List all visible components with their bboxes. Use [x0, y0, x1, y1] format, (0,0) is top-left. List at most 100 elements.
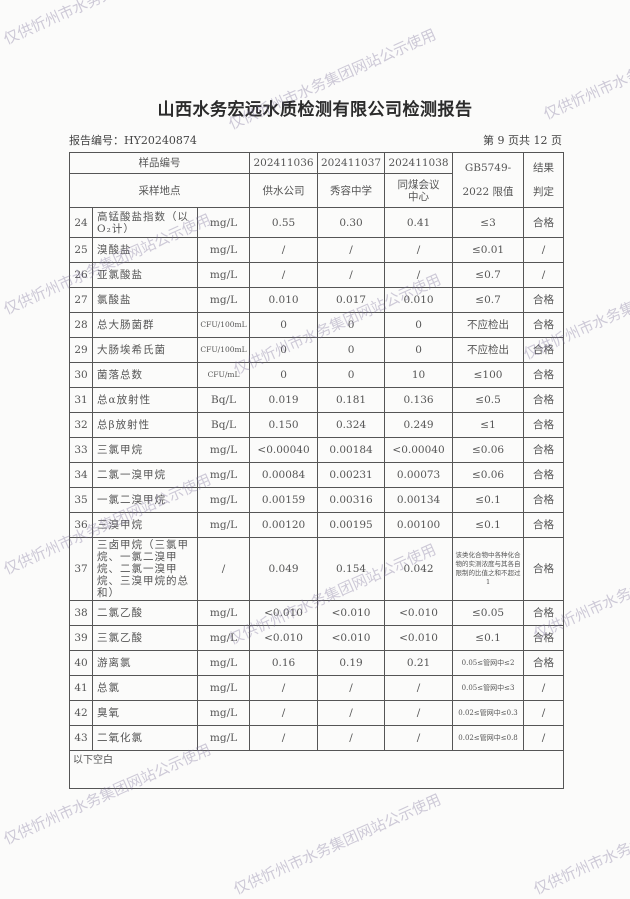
item-number: 39	[69, 625, 93, 651]
result: /	[523, 237, 565, 263]
limit: ≤0.1	[452, 512, 525, 538]
result: 合格	[523, 462, 565, 488]
table-row: 24 高锰酸盐指数（以O₂计） mg/L 0.55 0.30 0.41 ≤3 合格	[69, 207, 565, 238]
value: 0.00195	[317, 512, 386, 538]
result-label-1: 结果	[533, 162, 555, 174]
test-results-table: 样品编号 202411036 202411037 202411038 GB574…	[68, 152, 565, 789]
value: /	[249, 237, 319, 263]
item-name: 总大肠菌群	[92, 312, 198, 338]
item-name: 亚氯酸盐	[92, 262, 198, 288]
item-name: 三氯乙酸	[92, 625, 198, 651]
item-name: 大肠埃希氏菌	[92, 337, 198, 363]
result: /	[523, 725, 565, 751]
limit: 该类化合物中各种化合物的实测浓度与其各自限制的比值之和不超过1	[452, 537, 525, 601]
item-name: 游离氯	[92, 650, 198, 676]
item-name: 总β放射性	[92, 412, 198, 438]
value: 0.181	[317, 387, 386, 413]
value: 0	[249, 337, 319, 363]
table-row: 37 三卤甲烷（三氯甲烷、一氯二溴甲烷、二氯一溴甲烷、三溴甲烷的总和）/0.049…	[69, 537, 565, 601]
result: 合格	[523, 437, 565, 463]
item-name: 二氯一溴甲烷	[92, 462, 198, 488]
unit: CFU/100mL	[196, 337, 251, 363]
item-number: 41	[69, 675, 93, 701]
value: /	[384, 725, 454, 751]
blank-below-note: 以下空白	[68, 750, 565, 789]
result: 合格	[523, 387, 565, 413]
item-number: 28	[69, 312, 93, 338]
value: 0.042	[384, 537, 454, 601]
limit-label-1: GB5749-	[464, 162, 512, 174]
limit: ≤0.01	[452, 237, 525, 263]
item-number: 30	[69, 362, 93, 388]
value: /	[384, 675, 454, 701]
result: 合格	[523, 312, 565, 338]
location-label: 采样地点	[68, 173, 251, 208]
value: 0.00100	[384, 512, 454, 538]
unit: mg/L	[196, 462, 251, 488]
item-number: 34	[69, 462, 93, 488]
limit: ≤0.06	[452, 462, 525, 488]
value: 0.21	[384, 650, 454, 676]
table-row: 40 游离氯 mg/L 0.16 0.19 0.21 0.05≤管网中≤2 合格	[69, 650, 565, 676]
value: 0.00159	[249, 487, 319, 513]
value: /	[317, 700, 386, 726]
value: 0	[317, 312, 386, 338]
item-number: 32	[69, 412, 93, 438]
watermark: 仅供忻州市水务集团网站公示使用	[230, 790, 444, 899]
limit: ≤0.05	[452, 600, 525, 626]
value: <0.010	[384, 600, 454, 626]
value: 0.049	[249, 537, 319, 601]
sample-id: 202411036	[249, 152, 319, 174]
unit: mg/L	[196, 725, 251, 751]
limit: ≤0.7	[452, 287, 525, 313]
item-number: 35	[69, 487, 93, 513]
value: 0	[249, 312, 319, 338]
item-number: 27	[69, 287, 93, 313]
value: 0.00073	[384, 462, 454, 488]
value: /	[249, 725, 319, 751]
value: <0.010	[249, 625, 319, 651]
item-number: 29	[69, 337, 93, 363]
result: 合格	[523, 512, 565, 538]
limit: 0.05≤管网中≤3	[452, 675, 525, 701]
item-number: 26	[69, 262, 93, 288]
result-header: 结果 判定	[523, 152, 565, 208]
item-number: 37	[69, 537, 93, 601]
value: 0	[384, 337, 454, 363]
item-number: 25	[69, 237, 93, 263]
item-number: 40	[69, 650, 93, 676]
unit: CFU/100mL	[196, 312, 251, 338]
item-name: 一氯二溴甲烷	[92, 487, 198, 513]
value: 0.00316	[317, 487, 386, 513]
table-row: 43 二氧化氯 mg/L / //0.02≤管网中≤0.8/	[69, 725, 565, 751]
value: <0.010	[384, 625, 454, 651]
table-row: 35 一氯二溴甲烷 mg/L 0.00159 0.00316 0.00134 ≤0.1 合格	[69, 487, 565, 513]
limit: ≤100	[452, 362, 525, 388]
table-row: 25 溴酸盐 mg/L / / / ≤0.01/	[69, 237, 565, 263]
table-row: 42 臭氧 mg/L / //0.02≤管网中≤0.3/	[69, 700, 565, 726]
table-row: 34 二氯一溴甲烷 mg/L 0.00084 0.00231 0.00073 ≤0.06 合格	[69, 462, 565, 488]
unit: Bq/L	[196, 387, 251, 413]
result: 合格	[523, 207, 565, 238]
item-name: 二氯乙酸	[92, 600, 198, 626]
item-number: 24	[69, 207, 93, 238]
value: 0.010	[384, 287, 454, 313]
result: /	[523, 675, 565, 701]
item-name: 菌落总数	[92, 362, 198, 388]
header-row-sample-no: 样品编号 202411036 202411037 202411038 GB574…	[68, 152, 565, 208]
table-row: 26 亚氯酸盐 mg/L / / / ≤0.7/	[69, 262, 565, 288]
unit: mg/L	[196, 262, 251, 288]
table-row: 27 氯酸盐 mg/L 0.010 0.017 0.010 ≤0.7 合格	[69, 287, 565, 313]
value: 10	[384, 362, 454, 388]
unit: mg/L	[196, 437, 251, 463]
value: 0.150	[249, 412, 319, 438]
limit: 不应检出	[452, 337, 525, 363]
limit-header: GB5749- 2022 限值	[452, 152, 525, 208]
unit: mg/L	[196, 487, 251, 513]
unit: mg/L	[196, 700, 251, 726]
item-name: 总氯	[92, 675, 198, 701]
value: /	[384, 700, 454, 726]
result: /	[523, 700, 565, 726]
value: 0.136	[384, 387, 454, 413]
limit: ≤0.1	[452, 487, 525, 513]
